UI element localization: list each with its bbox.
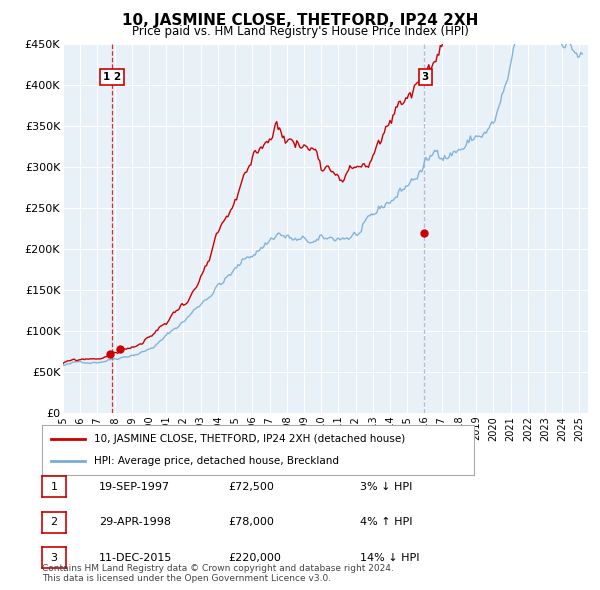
Text: 1 2: 1 2 <box>103 72 121 82</box>
Text: £220,000: £220,000 <box>228 553 281 562</box>
Text: 3: 3 <box>422 72 429 82</box>
Text: £72,500: £72,500 <box>228 482 274 491</box>
Text: 1: 1 <box>50 482 58 491</box>
Text: 11-DEC-2015: 11-DEC-2015 <box>99 553 172 562</box>
Text: 4% ↑ HPI: 4% ↑ HPI <box>360 517 413 527</box>
Text: 10, JASMINE CLOSE, THETFORD, IP24 2XH: 10, JASMINE CLOSE, THETFORD, IP24 2XH <box>122 13 478 28</box>
Text: 29-APR-1998: 29-APR-1998 <box>99 517 171 527</box>
Text: Contains HM Land Registry data © Crown copyright and database right 2024.
This d: Contains HM Land Registry data © Crown c… <box>42 563 394 583</box>
Text: 10, JASMINE CLOSE, THETFORD, IP24 2XH (detached house): 10, JASMINE CLOSE, THETFORD, IP24 2XH (d… <box>94 434 405 444</box>
Text: 3: 3 <box>50 553 58 562</box>
Text: £78,000: £78,000 <box>228 517 274 527</box>
Text: 2: 2 <box>50 517 58 527</box>
Text: Price paid vs. HM Land Registry's House Price Index (HPI): Price paid vs. HM Land Registry's House … <box>131 25 469 38</box>
Text: HPI: Average price, detached house, Breckland: HPI: Average price, detached house, Brec… <box>94 456 339 466</box>
Text: 14% ↓ HPI: 14% ↓ HPI <box>360 553 419 562</box>
Text: 19-SEP-1997: 19-SEP-1997 <box>99 482 170 491</box>
Text: 3% ↓ HPI: 3% ↓ HPI <box>360 482 412 491</box>
